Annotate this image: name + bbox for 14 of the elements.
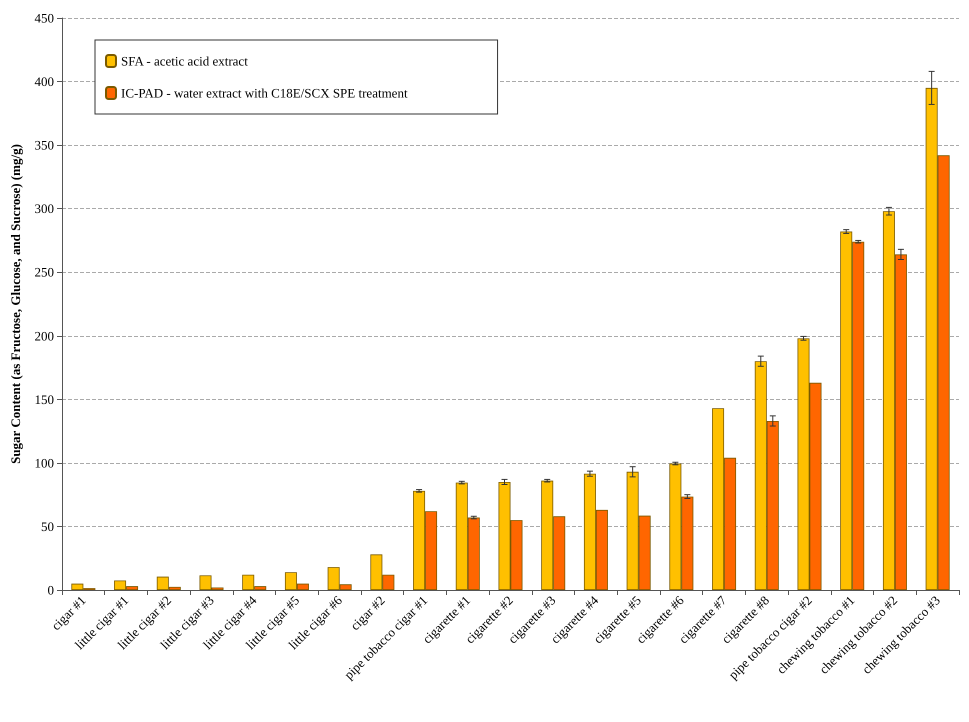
y-tick-label: 50 — [41, 518, 54, 534]
y-tick-label: 450 — [34, 10, 54, 26]
legend-label: SFA - acetic acid extract — [121, 54, 248, 68]
y-tick-label: 250 — [34, 264, 54, 280]
y-axis-title: Sugar Content (as Fructose, Glucose, and Sucrose) (mg/g) — [8, 144, 23, 464]
y-tick-label: 100 — [34, 455, 54, 470]
y-tick-label: 0 — [48, 582, 54, 598]
y-tick-label: 400 — [34, 74, 54, 90]
legend-label: IC-PAD - water extract with C18E/SCX SPE treatment — [121, 86, 408, 100]
x-tick-label: cigar #2 — [347, 592, 388, 634]
y-tick-label: 150 — [34, 392, 54, 407]
y-tick-label: 350 — [34, 138, 54, 153]
y-tick-label: 200 — [34, 328, 54, 344]
y-tick-label: 300 — [34, 201, 54, 216]
